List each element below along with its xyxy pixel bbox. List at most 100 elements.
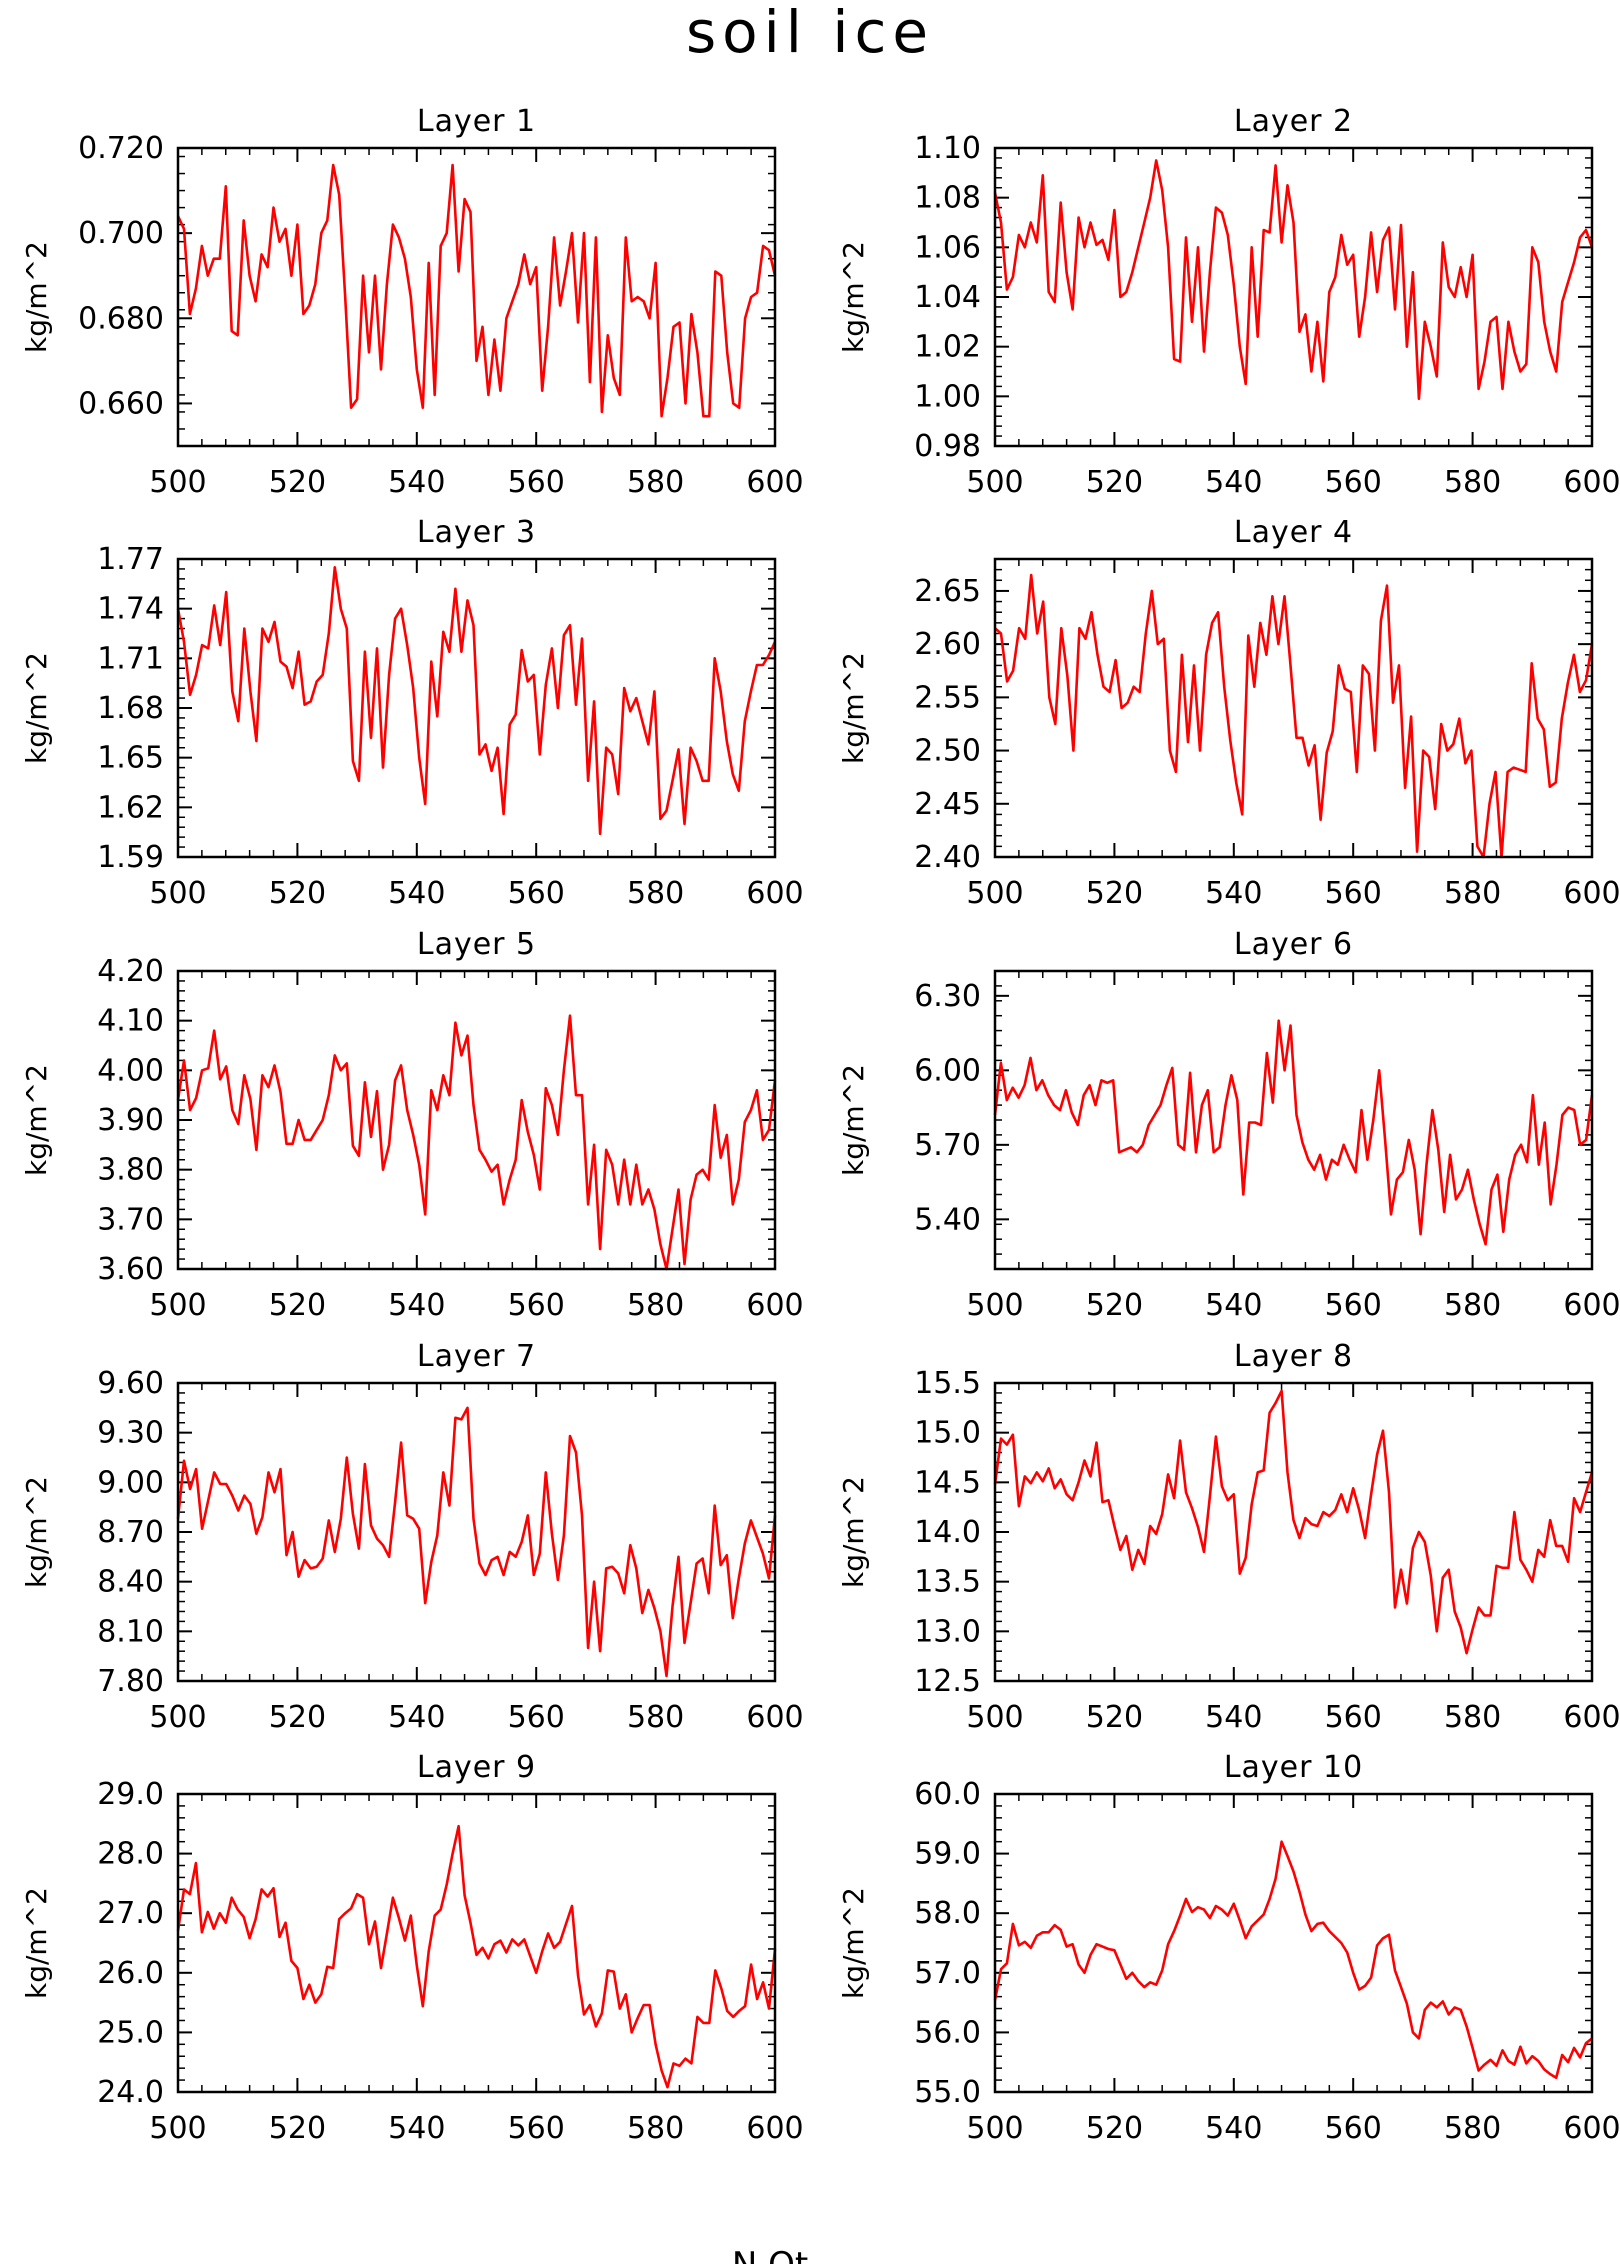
y-tick-label: 4.10 [97,1004,164,1039]
series-line [994,573,1594,859]
y-tick-label: 1.00 [914,379,981,414]
y-tick-label: 27.0 [97,1896,164,1931]
x-tick-label: 560 [1325,2111,1382,2146]
x-tick-label: 600 [746,1288,803,1323]
y-tick-label: 1.65 [97,741,164,776]
y-tick-label: 0.660 [78,386,164,421]
x-tick-label: 520 [1086,465,1143,500]
y-tick-label: 1.59 [97,840,164,875]
y-tick-label: 15.5 [914,1366,981,1401]
y-axis-label: kg/m^2 [20,652,53,764]
y-tick-label: 25.0 [97,2015,164,2050]
y-tick-label: 24.0 [97,2075,164,2110]
y-tick-label: 1.06 [914,230,981,265]
x-tick-label: 540 [388,2111,445,2146]
x-tick-label: 540 [1205,465,1262,500]
y-tick-label: 2.40 [914,840,981,875]
y-tick-label: 60.0 [914,1777,981,1812]
y-tick-label: 26.0 [97,1956,164,1991]
y-tick-label: 3.60 [97,1252,164,1287]
y-tick-label: 9.00 [97,1465,164,1500]
x-tick-label: 500 [149,876,206,911]
y-tick-label: 2.55 [914,680,981,715]
x-tick-label: 600 [746,876,803,911]
y-tick-label: 1.62 [97,790,164,825]
y-tick-label: 3.80 [97,1153,164,1188]
x-tick-label: 580 [1444,2111,1501,2146]
panel-title: Layer 7 [417,1339,536,1374]
y-axis-label: kg/m^2 [20,1476,53,1588]
plot-frame [993,1792,1594,2094]
x-tick-label: 600 [746,1700,803,1735]
plot-frame [176,557,777,859]
series-line [176,1406,777,1678]
x-tick-label: 520 [269,876,326,911]
y-tick-label: 1.68 [97,691,164,726]
y-tick-label: 14.5 [914,1465,981,1500]
x-tick-label: 600 [1563,2111,1620,2146]
x-tick-label: 520 [269,1288,326,1323]
y-tick-label: 9.30 [97,1416,164,1451]
y-axis-label: kg/m^2 [837,1064,870,1176]
plot-frame [176,1792,777,2094]
x-tick-label: 520 [1086,1288,1143,1323]
y-tick-label: 1.10 [914,131,981,166]
y-tick-label: 8.70 [97,1515,164,1550]
y-tick-label: 57.0 [914,1956,981,1991]
y-tick-label: 8.10 [97,1614,164,1649]
chart-panel-layer-4: Layer 4 kg/m^2 500 520 540 560 580 600 2.40 2.45 2… [837,515,1620,911]
y-tick-label: 1.02 [914,330,981,365]
y-tick-label: 2.60 [914,627,981,662]
x-tick-label: 500 [149,1700,206,1735]
x-tick-label: 600 [746,465,803,500]
x-tick-label: 520 [269,1700,326,1735]
x-tick-label: 520 [269,465,326,500]
x-tick-label: 520 [1086,876,1143,911]
x-tick-label: 600 [1563,465,1620,500]
panel-title: Layer 1 [417,104,536,139]
y-tick-label: 1.08 [914,181,981,216]
x-tick-label: 600 [746,2111,803,2146]
y-tick-label: 2.65 [914,574,981,609]
chart-panel-layer-8: Layer 8 kg/m^2 500 520 540 560 580 600 12.5 13.0 1… [837,1339,1620,1735]
y-tick-label: 3.70 [97,1202,164,1237]
y-tick-label: 6.30 [914,979,981,1014]
panel-title: Layer 9 [417,1750,536,1785]
y-tick-label: 8.40 [97,1565,164,1600]
y-tick-label: 1.74 [97,592,164,627]
y-tick-label: 5.70 [914,1128,981,1163]
chart-panel-layer-5: Layer 5 kg/m^2 500 520 540 560 580 600 3.60 3.70 3… [20,927,804,1323]
series-line [176,1824,777,2089]
panel-title: Layer 8 [1234,1339,1353,1374]
x-tick-label: 500 [966,2111,1023,2146]
panel-title: Layer 3 [417,515,536,550]
x-tick-label: 520 [1086,2111,1143,2146]
y-tick-label: 4.00 [97,1053,164,1088]
y-axis-label: kg/m^2 [20,1064,53,1176]
y-tick-label: 7.80 [97,1664,164,1699]
chart-panel-layer-6: Layer 6 kg/m^2 500 520 540 560 580 600 5.40 5.70 6… [837,927,1620,1323]
x-tick-label: 580 [627,1288,684,1323]
plot-frame [176,969,777,1271]
x-tick-label: 580 [1444,465,1501,500]
x-tick-label: 520 [1086,1700,1143,1735]
y-tick-label: 3.90 [97,1103,164,1138]
y-tick-label: 2.45 [914,787,981,822]
y-tick-label: 13.5 [914,1565,981,1600]
y-tick-label: 0.720 [78,131,164,166]
chart-panel-layer-10: Layer 10 kg/m^2 500 520 540 560 580 600 55.0 56.0… [837,1750,1620,2146]
x-tick-label: 580 [1444,876,1501,911]
x-tick-label: 560 [1325,876,1382,911]
panel-title: Layer 6 [1234,927,1353,962]
y-tick-label: 1.04 [914,280,981,315]
chart-panel-layer-9: Layer 9 kg/m^2 500 520 540 560 580 600 24.0 25.0 2… [20,1750,804,2146]
y-axis-label: kg/m^2 [837,1476,870,1588]
chart-panel-layer-3: Layer 3 kg/m^2 500 520 540 560 580 600 1.59 1.62 1… [20,515,804,911]
y-tick-label: 0.680 [78,301,164,336]
y-tick-label: 12.5 [914,1664,981,1699]
chart-panel-layer-7: Layer 7 kg/m^2 500 520 540 560 580 600 7.80 8.10 8… [20,1339,804,1735]
y-tick-label: 0.700 [78,216,164,251]
x-tick-label: 540 [1205,876,1262,911]
plot-frame [176,146,777,448]
